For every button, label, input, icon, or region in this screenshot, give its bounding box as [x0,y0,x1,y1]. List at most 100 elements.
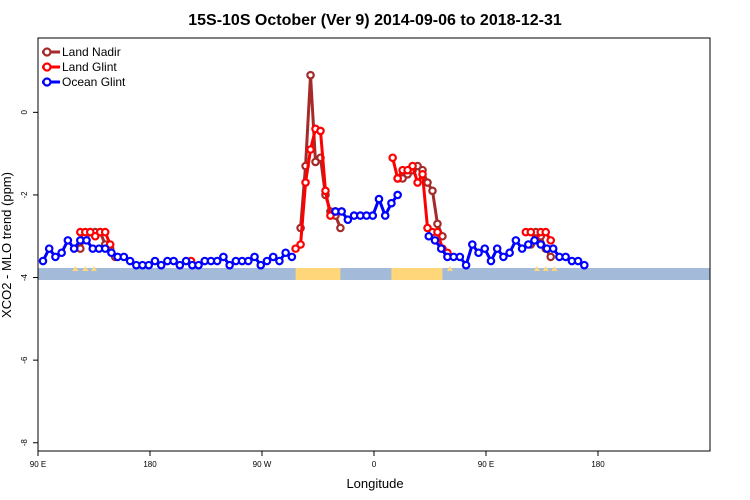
data-point [57,248,66,258]
data-point [424,231,434,241]
data-point [580,260,589,270]
data-point [150,256,160,266]
data-point [461,260,471,270]
data-point [38,256,48,266]
data-point [387,198,396,208]
x-axis: 90 E 180 90 W 0 90 E 180 [30,451,605,469]
data-point [301,178,310,187]
data-point [517,244,527,253]
data-point [244,256,253,266]
data-point [306,145,315,154]
series-land-glint [76,124,556,266]
series-line [299,75,342,229]
land-spike [72,266,79,271]
land-band [295,268,341,280]
data-point [262,256,272,266]
data-point [428,186,437,196]
data-point [433,219,442,229]
land-spike [446,266,453,271]
data-point [181,256,191,266]
data-point [408,161,417,171]
data-point [388,153,397,163]
x-tick-label: 90 E [30,460,46,469]
data-point [156,260,166,270]
data-point [486,256,496,266]
y-tick-label: -2 [20,191,29,199]
land-band [391,268,443,280]
surface-band [38,266,710,280]
data-point [82,236,91,245]
legend-label: Land Nadir [62,45,121,59]
data-point [418,169,427,179]
land-spike [91,266,97,271]
y-axis: 0 -2 -4 -6 -8 [20,110,38,447]
series-land-nadir [76,70,556,262]
ocean-band [38,268,710,280]
data-point [526,227,536,237]
legend-swatch-marker [42,77,52,87]
x-tick-label: 0 [372,460,377,469]
data-point [287,252,297,262]
data-point [336,223,345,233]
x-tick-label: 180 [143,460,157,469]
data-point [524,240,533,249]
data-point [100,244,110,253]
data-point [480,244,490,253]
y-tick-label: -8 [20,439,29,447]
data-point [430,236,440,245]
data-point [100,227,110,237]
data-point [455,252,465,262]
y-tick-label: -6 [20,356,29,364]
data-point [44,244,54,253]
data-point [393,190,402,200]
data-point [374,194,384,204]
data-point [492,244,502,253]
data-point [505,248,514,258]
data-point [275,256,284,266]
land-spike [82,266,89,271]
data-point [468,240,477,249]
data-point [368,211,378,220]
data-point [380,211,390,220]
x-axis-label: Longitude [346,476,403,491]
data-point [268,252,278,262]
data-point [499,252,508,262]
data-point [107,248,116,258]
data-point [250,252,259,262]
legend-swatch-marker [42,62,52,72]
data-point [169,256,178,266]
data-point [511,236,521,245]
data-point [144,260,154,270]
y-axis-label: XCO2 - MLO trend (ppm) [0,172,14,318]
series-layer [38,70,589,270]
data-point [316,126,325,136]
x-tick-label: 90 E [478,460,494,469]
data-point [343,215,353,225]
data-point [175,260,185,270]
data-point [225,260,234,270]
data-point [337,207,346,216]
land-spike [534,266,541,271]
legend-label: Ocean Glint [62,75,126,89]
data-point [194,260,203,270]
data-point [281,248,290,258]
data-point [413,178,422,187]
data-point [546,252,556,262]
data-point [119,252,129,262]
legend-swatch-marker [42,47,52,57]
data-point [530,236,539,245]
data-point [548,244,558,253]
data-point [306,70,315,80]
data-point [393,174,402,183]
x-tick-label: 180 [591,460,605,469]
data-point [436,244,446,253]
data-point [474,248,483,258]
legend-label: Land Glint [62,60,117,74]
data-point [561,252,570,262]
land-spike [542,266,549,271]
plot-frame [37,37,711,452]
data-point [546,236,556,245]
data-point [573,256,583,266]
